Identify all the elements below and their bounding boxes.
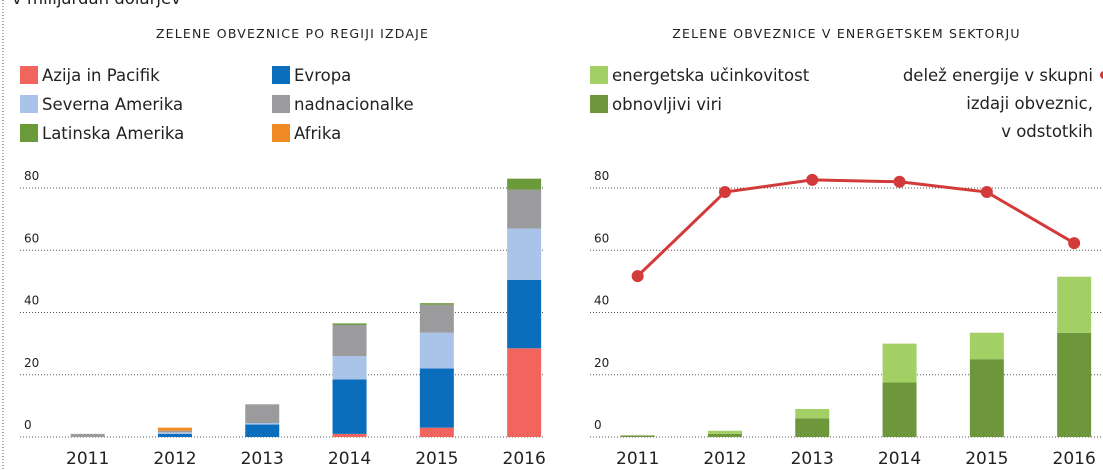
- y-tick-label: 40: [24, 294, 39, 308]
- legend-swatch: [20, 95, 38, 113]
- bar-segment: [707, 433, 742, 437]
- bar-segment: [969, 359, 1004, 437]
- bar-segment: [620, 435, 655, 437]
- bar-segment: [1057, 276, 1092, 333]
- legend-label: Afrika: [294, 124, 341, 143]
- legend-label: delež energije v skupni: [903, 66, 1093, 85]
- y-tick-label: 80: [24, 169, 39, 183]
- x-tick-label: 2015: [965, 449, 1008, 469]
- legend-label: Evropa: [294, 66, 351, 85]
- bar-segment: [332, 323, 367, 325]
- legend-label: v odstotkih: [1001, 122, 1093, 141]
- bar-segment: [507, 178, 542, 190]
- bar-segment: [157, 427, 192, 431]
- bar-segment: [707, 430, 742, 434]
- legend-label: nadnacionalke: [294, 95, 414, 114]
- bar-segment: [882, 343, 917, 383]
- x-tick-label: 2014: [328, 449, 371, 469]
- bar-segment: [245, 404, 280, 423]
- bar-segment: [419, 332, 454, 369]
- x-tick-label: 2011: [616, 449, 659, 469]
- bar-segment: [157, 432, 192, 434]
- bar-segment: [245, 424, 280, 437]
- line-point: [980, 186, 993, 199]
- bar-segment: [1057, 332, 1092, 437]
- legend-swatch: [590, 66, 608, 84]
- y-tick-label: 20: [24, 356, 39, 370]
- legend-label: energetska učinkovitost: [612, 66, 810, 85]
- legend-label: Severna Amerika: [42, 95, 183, 114]
- bar-segment: [157, 433, 192, 437]
- legend-swatch: [272, 124, 290, 142]
- legend-swatch: [272, 66, 290, 84]
- line: [636, 178, 1075, 278]
- x-tick-label: 2013: [791, 449, 834, 469]
- y-tick-label: 0: [24, 418, 32, 432]
- x-tick-label: 2012: [703, 449, 746, 469]
- legend-swatch: [20, 124, 38, 142]
- bar-segment: [70, 433, 105, 437]
- bar-segment: [245, 422, 280, 425]
- subtitle: v milijardah dolarjev: [12, 0, 181, 8]
- legend-label: Azija in Pacifik: [42, 66, 160, 85]
- y-tick-label: 60: [24, 231, 39, 245]
- bar-segment: [157, 430, 192, 433]
- bar-segment: [507, 228, 542, 280]
- legend-swatch: [272, 95, 290, 113]
- legend-label: izdaji obveznic,: [966, 94, 1093, 113]
- bar-segment: [332, 356, 367, 380]
- bar-segment: [419, 427, 454, 437]
- bar-segment: [332, 433, 367, 437]
- legend-swatch: [20, 66, 38, 84]
- x-tick-label: 2014: [878, 449, 921, 469]
- chart-title: ZELENE OBVEZNICE V ENERGETSKEM SEKTORJU: [672, 26, 1020, 41]
- bar-segment: [507, 348, 542, 437]
- y-tick-label: 80: [594, 169, 609, 183]
- legend-label: obnovljivi viri: [612, 95, 722, 114]
- legend-swatch: [590, 95, 608, 113]
- y-tick-label: 40: [594, 294, 609, 308]
- line-point: [631, 270, 644, 283]
- bar-segment: [332, 379, 367, 434]
- legend-label: Latinska Amerika: [42, 124, 184, 143]
- bar-segment: [507, 189, 542, 229]
- x-tick-label: 2016: [1053, 449, 1096, 469]
- x-tick-label: 2015: [415, 449, 458, 469]
- bar-segment: [419, 368, 454, 428]
- y-tick-label: 20: [594, 356, 609, 370]
- chart-title: ZELENE OBVEZNICE PO REGIJI IZDAJE: [156, 26, 429, 41]
- bar-segment: [507, 279, 542, 349]
- x-tick-label: 2013: [241, 449, 284, 469]
- x-tick-label: 2011: [66, 449, 109, 469]
- bar-segment: [419, 304, 454, 333]
- bar-segment: [882, 382, 917, 437]
- y-tick-label: 0: [594, 418, 602, 432]
- x-tick-label: 2012: [153, 449, 196, 469]
- y-tick-label: 60: [594, 231, 609, 245]
- line-point: [718, 186, 731, 199]
- bar-segment: [795, 408, 830, 419]
- line-point: [1068, 237, 1081, 250]
- bar-segment: [419, 303, 454, 305]
- bar-segment: [332, 324, 367, 357]
- legend-marker: [1100, 71, 1103, 79]
- x-tick-label: 2016: [503, 449, 546, 469]
- bar-segment: [969, 332, 1004, 360]
- bar-segment: [795, 418, 830, 437]
- line-point: [806, 173, 819, 186]
- line-point: [893, 175, 906, 188]
